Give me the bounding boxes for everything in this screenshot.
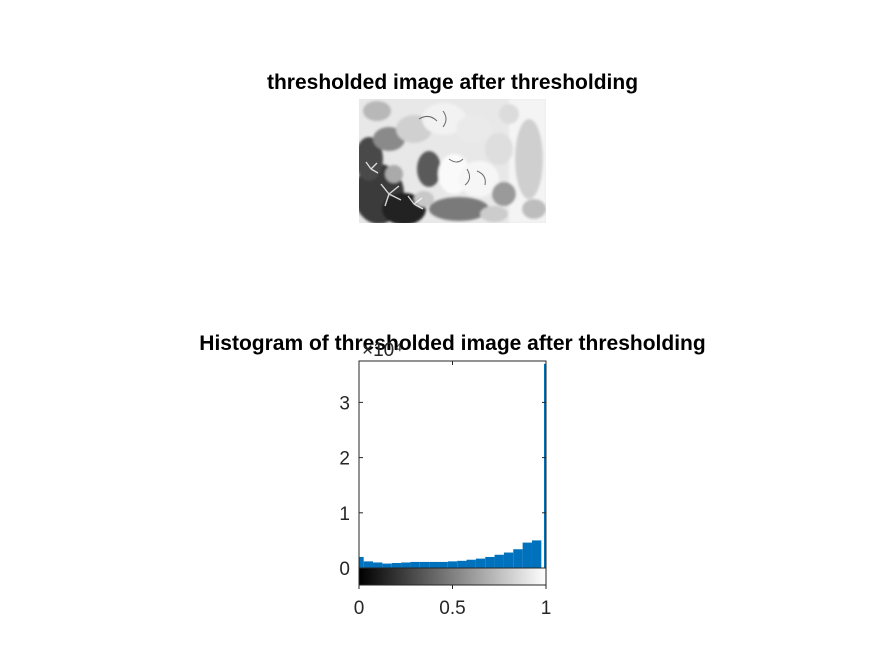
histogram-bar <box>485 556 495 568</box>
histogram-bar <box>466 559 476 568</box>
histogram-bar <box>475 558 486 568</box>
histogram-bar <box>513 549 523 568</box>
histogram-bar <box>391 563 402 568</box>
y-tick-label: 1 <box>339 504 350 525</box>
histogram-bar <box>382 563 392 568</box>
x-tick-label: 0 <box>354 598 365 619</box>
histogram-bar <box>494 554 504 568</box>
histogram-bar <box>438 561 448 568</box>
axes-box <box>358 360 547 569</box>
histogram-bars <box>359 363 546 568</box>
x-tick-label: 0.5 <box>439 598 465 619</box>
histogram-bar <box>363 561 374 568</box>
thresholded-image <box>359 99 546 223</box>
x-tick-label: 1 <box>541 598 552 619</box>
y-tick-label: 3 <box>339 393 350 414</box>
y-tick-label: 2 <box>339 449 350 470</box>
histogram-bar <box>429 561 439 568</box>
y-tick-label: 0 <box>339 559 350 580</box>
histogram-title: Histogram of thresholded image after thr… <box>199 332 706 355</box>
histogram-bar <box>503 552 514 568</box>
histogram-bar <box>457 560 467 568</box>
histogram-bar <box>531 540 542 568</box>
histogram-bar <box>447 561 458 568</box>
histogram-bar <box>419 561 430 568</box>
histogram-bar <box>544 363 546 568</box>
histogram-bar <box>401 562 411 568</box>
image-title: thresholded image after thresholding <box>266 71 639 94</box>
histogram-bar <box>410 561 420 568</box>
x-ticks: 0 0.5 1 <box>354 361 552 619</box>
histogram-bar <box>359 556 364 568</box>
histogram-bar <box>373 562 383 568</box>
gray-colorbar <box>358 567 547 586</box>
exponent-label: ×10⁴ <box>362 340 402 361</box>
histogram-bar <box>522 542 532 568</box>
